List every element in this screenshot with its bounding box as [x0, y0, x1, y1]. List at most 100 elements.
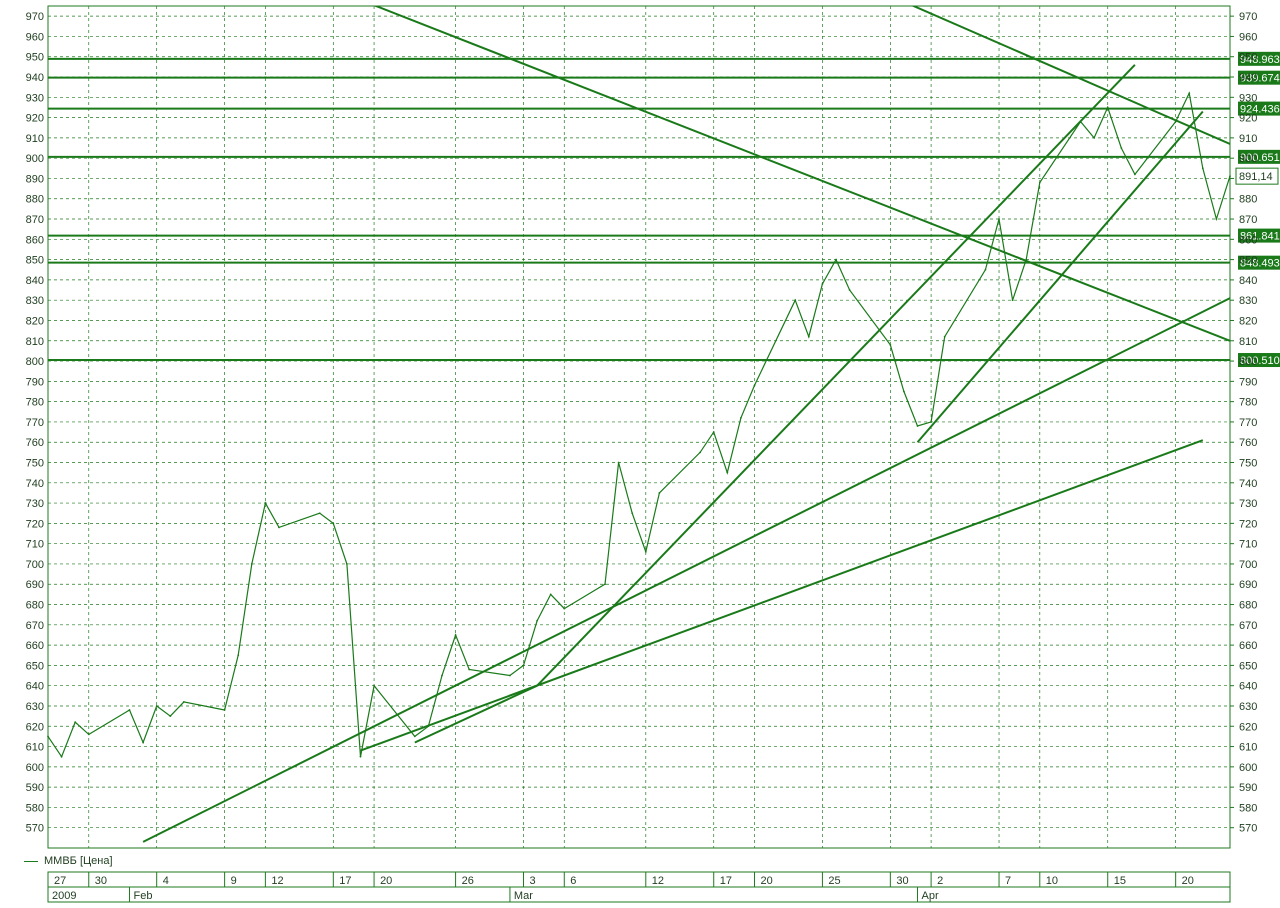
series-line — [47, 91, 1231, 758]
series-point — [359, 755, 362, 758]
y-tick-label: 620 — [26, 721, 44, 733]
series-point — [87, 733, 90, 736]
level-label: 848.493 — [1240, 258, 1280, 270]
y-tick-label: 580 — [1239, 802, 1257, 814]
level-label: 900.651 — [1240, 152, 1280, 164]
x-tick-label: 17 — [720, 875, 732, 887]
series-point — [753, 384, 756, 387]
y-tick-label: 890 — [26, 173, 44, 185]
trend-line — [414, 684, 538, 744]
y-tick-label: 810 — [26, 336, 44, 348]
x-tick-label: 27 — [54, 875, 66, 887]
x-tick-label: 12 — [271, 875, 283, 887]
y-tick-label: 920 — [1239, 113, 1257, 125]
trend-line — [142, 297, 1230, 843]
series-point — [631, 512, 634, 515]
y-tick-label: 790 — [1239, 376, 1257, 388]
y-tick-label: 860 — [1239, 234, 1257, 246]
series-point — [930, 421, 933, 423]
series-point — [916, 425, 919, 427]
y-tick-label: 720 — [1239, 518, 1257, 530]
y-tick-label: 770 — [26, 417, 44, 429]
x-tick-label: 25 — [828, 875, 840, 887]
series-point — [1174, 120, 1177, 123]
series-point — [413, 735, 416, 738]
series-point — [47, 735, 49, 738]
x-period-label: 2009 — [52, 890, 76, 902]
series-point — [658, 492, 661, 494]
series-point — [60, 755, 63, 758]
y-tick-label: 830 — [26, 295, 44, 307]
y-tick-label: 920 — [26, 113, 44, 125]
y-tick-label: 970 — [1239, 11, 1257, 23]
y-tick-label: 900 — [1239, 153, 1257, 165]
x-tick-label: 9 — [231, 875, 237, 887]
series-point — [182, 701, 185, 703]
series-point — [250, 563, 253, 565]
series-point — [903, 390, 905, 393]
y-tick-label: 950 — [26, 52, 44, 64]
series-point — [1025, 258, 1028, 261]
y-tick-label: 610 — [26, 742, 44, 754]
y-tick-label: 810 — [1239, 336, 1257, 348]
y-tick-label: 780 — [1239, 397, 1257, 409]
level-label: 924.436 — [1240, 104, 1280, 116]
y-axis-left: 570 580 590 600 610 620 630 640 650 660 670 680 690 7… — [26, 11, 44, 835]
series-point — [536, 619, 539, 622]
series-point — [128, 709, 131, 711]
series-point — [1120, 147, 1123, 149]
series-point — [509, 674, 511, 677]
series-point — [1215, 218, 1218, 220]
y-tick-label: 870 — [26, 214, 44, 226]
x-period-label: Mar — [514, 890, 533, 902]
series-point — [1201, 167, 1204, 170]
trend-lines-layer — [142, 6, 1230, 843]
x-tick-label: 3 — [530, 875, 536, 887]
series-point — [74, 721, 77, 724]
trend-line — [360, 439, 1204, 752]
y-tick-label: 830 — [1239, 295, 1257, 307]
trend-line — [916, 110, 1204, 443]
y-tick-label: 690 — [26, 579, 44, 591]
legend-swatch — [24, 860, 38, 862]
x-tick-label: 20 — [760, 875, 772, 887]
trend-line — [373, 6, 1230, 342]
x-tick-label: 26 — [462, 875, 474, 887]
y-tick-label: 610 — [1239, 742, 1257, 754]
y-tick-label: 650 — [1239, 660, 1257, 672]
y-tick-label: 880 — [26, 194, 44, 206]
x-period-label: Apr — [922, 890, 939, 902]
y-tick-label: 940 — [1239, 72, 1257, 84]
level-label: 939.674 — [1240, 73, 1280, 85]
y-tick-label: 950 — [1239, 52, 1257, 64]
y-tick-label: 840 — [26, 275, 44, 287]
series-point — [835, 258, 837, 261]
series-point — [1106, 106, 1109, 109]
x-tick-label: 30 — [896, 875, 908, 887]
y-tick-label: 590 — [26, 782, 44, 794]
series-point — [821, 283, 824, 285]
y-tick-label: 600 — [1239, 762, 1257, 774]
series-point — [726, 471, 729, 474]
y-tick-label: 700 — [26, 559, 44, 571]
y-tick-label: 840 — [1239, 275, 1257, 287]
y-tick-label: 670 — [1239, 620, 1257, 632]
level-label: 948.963 — [1240, 54, 1280, 66]
x-tick-label: 20 — [380, 875, 392, 887]
y-tick-label: 930 — [1239, 92, 1257, 104]
last-price-label: 891,14 — [1239, 171, 1273, 183]
y-tick-label: 750 — [1239, 458, 1257, 470]
y-tick-label: 820 — [1239, 315, 1257, 327]
series-point — [155, 705, 158, 707]
series-point — [1188, 92, 1191, 95]
y-tick-label: 580 — [26, 802, 44, 814]
series-point — [1229, 175, 1231, 178]
level-label-bg — [1238, 149, 1280, 164]
x-period-label: Feb — [134, 890, 153, 902]
series-point — [848, 289, 851, 291]
series-point — [807, 335, 810, 338]
series-point — [1079, 120, 1082, 123]
series-point — [604, 583, 606, 586]
y-tick-label: 660 — [1239, 640, 1257, 652]
